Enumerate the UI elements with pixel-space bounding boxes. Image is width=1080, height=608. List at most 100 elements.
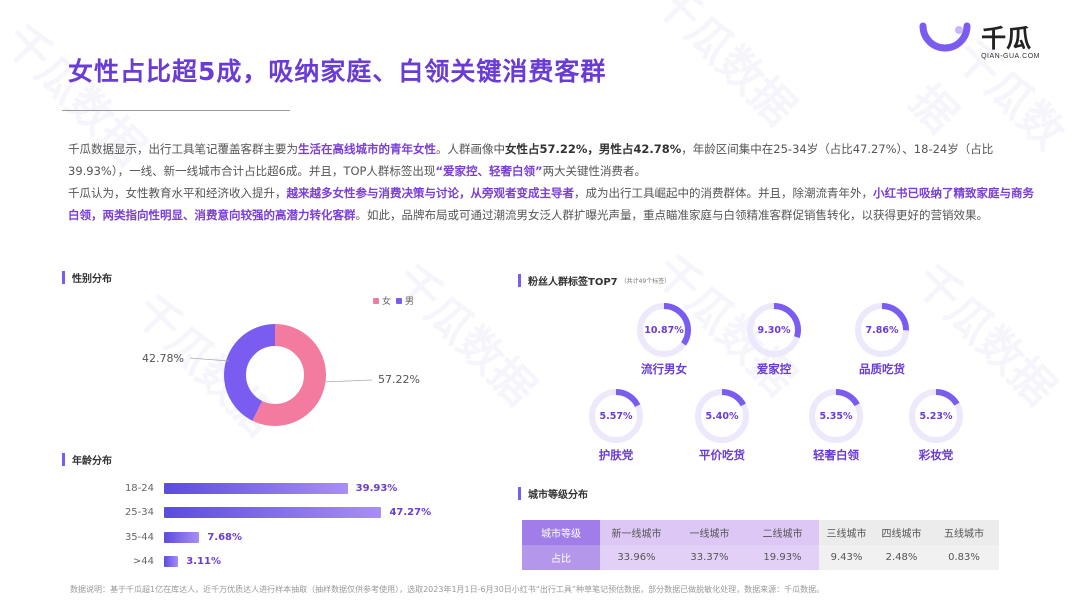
tag-name-label: 平价吃货	[699, 448, 745, 462]
table-header-cell: 新一线城市	[600, 520, 673, 545]
age-bar-row: >44 3.11%	[90, 552, 221, 570]
tags-section-note: （共计49个标签）	[620, 278, 671, 285]
intro-highlight: 小红书已吸纳了精致家庭与商务白领，两类指向性明显、消费意向较强的高潜力转化客群	[68, 186, 1034, 222]
age-bar-row: 18-24 39.93%	[90, 479, 397, 497]
gender-section-header: 性别分布	[62, 270, 112, 285]
tag-ring	[695, 389, 749, 443]
legend-label-male: 男	[405, 297, 415, 307]
gender-section-title: 性别分布	[72, 274, 112, 285]
footer-note: 数据说明：基于千瓜超1亿在库达人，近千万优质达人进行样本抽取（抽样数据仅供参考使…	[70, 585, 825, 594]
table-cell: 2.48%	[874, 545, 929, 570]
logo-domain: QIAN-GUA.COM	[981, 52, 1040, 60]
table-header-cell: 二线城市	[746, 520, 819, 545]
intro-text-run: 千瓜认为，女性教育水平和经济收入提升，	[68, 186, 287, 200]
intro-text-run: 。人群画像中	[436, 142, 505, 156]
logo-mark-icon	[919, 22, 971, 52]
logo-name: 千瓜	[981, 23, 1032, 53]
age-bar	[164, 506, 382, 518]
intro-bold: 女性占57.22%，男性占42.78%	[505, 142, 682, 156]
table-cell: 33.96%	[600, 545, 673, 570]
table-cell: 9.43%	[819, 545, 874, 570]
legend-swatch-female	[373, 297, 379, 304]
intro-paragraph-2: 千瓜认为，女性教育水平和经济收入提升，越来越多女性参与消费决策与讨论，从旁观者变…	[68, 182, 1034, 226]
tag-ring-arc	[747, 303, 801, 357]
age-bar-value-label: 7.68%	[207, 531, 243, 543]
table-header-cell: 一线城市	[673, 520, 746, 545]
legend-item-female: 女	[373, 294, 391, 307]
city-level-table: 城市等级 新一线城市 一线城市 二线城市 三线城市 四线城市 五线城市 占比 3…	[522, 520, 999, 570]
tag-ring	[855, 303, 909, 357]
tags-section-title: 粉丝人群标签TOP7	[528, 277, 618, 288]
intro-text-run: ，成为出行工具崛起中的消费群体。并且，除潮流青年外，	[574, 186, 873, 200]
tags-section-header: 粉丝人群标签TOP7 （共计49个标签）	[518, 273, 670, 288]
city-section-header: 城市等级分布	[518, 486, 588, 501]
tag-ring	[589, 389, 643, 443]
intro-text: 千瓜数据显示，出行工具笔记覆盖客群主要为生活在高线城市的青年女性。人群画像中女性…	[68, 138, 1034, 226]
title-divider	[62, 110, 290, 111]
tag-value-label: 7.86%	[865, 324, 899, 336]
donut-label-female: 57.22%	[378, 373, 420, 386]
donut-slice-male	[224, 324, 326, 426]
intro-text-run: ，年龄区间集中在25-34岁（占比47.27%）、18-24岁（占比39.93%…	[68, 142, 994, 178]
tag-ring	[747, 303, 801, 357]
tag-name-label: 彩妆党	[918, 448, 954, 462]
brand-logo: 千瓜 QIAN-GUA.COM	[917, 22, 1040, 62]
intro-highlight: “爱家控、轻奢白领”	[435, 164, 543, 178]
age-bar	[164, 555, 179, 567]
age-bar-value-label: 47.27%	[389, 506, 432, 518]
tag-value-label: 5.57%	[599, 410, 633, 422]
table-header-row: 城市等级 新一线城市 一线城市 二线城市 三线城市 四线城市 五线城市	[522, 520, 999, 545]
age-tick-label: 35-44	[124, 531, 154, 543]
tag-ring-arc	[809, 389, 863, 443]
tag-ring	[637, 303, 691, 357]
age-bar-row: 35-44 7.68%	[90, 528, 242, 546]
tag-value-label: 10.87%	[644, 324, 684, 336]
age-section-title: 年龄分布	[72, 456, 112, 467]
intro-text-run: 。如此，品牌布局或可通过潮流男女泛人群扩曝光声量，重点瞄准家庭与白领精准客群促销…	[355, 208, 989, 222]
tag-ring-arc	[637, 303, 691, 357]
age-bar-value-label: 39.93%	[355, 482, 398, 494]
age-tick-label: 18-24	[124, 482, 154, 494]
age-bar-value-label: 3.11%	[186, 555, 221, 567]
tag-name-label: 护肤党	[598, 448, 634, 462]
page-title: 女性占比超5成，吸纳家庭、白领关键消费客群	[68, 57, 607, 86]
section-accent-bar	[62, 271, 65, 284]
gender-donut-chart	[224, 324, 326, 426]
legend-item-male: 男	[396, 294, 414, 307]
tag-ring	[909, 389, 963, 443]
city-section-title: 城市等级分布	[528, 490, 588, 501]
tag-name-label: 爱家控	[756, 362, 792, 376]
intro-highlight: 生活在高线城市的青年女性	[298, 142, 436, 156]
tag-value-label: 5.40%	[705, 410, 739, 422]
tag-ring-arc	[855, 303, 909, 357]
table-cell: 19.93%	[746, 545, 819, 570]
donut-label-male: 42.78%	[142, 352, 184, 365]
tag-value-label: 5.23%	[919, 410, 953, 422]
age-tick-label: >44	[132, 555, 154, 567]
tag-name-label: 品质吃货	[859, 362, 905, 376]
tag-name-label: 轻奢白领	[813, 448, 859, 462]
table-header-cell: 城市等级	[522, 520, 600, 545]
intro-highlight: 越来越多女性参与消费决策与讨论，从旁观者变成主导者	[286, 186, 575, 200]
tag-ring-arc	[695, 389, 749, 443]
tag-ring-arc	[589, 389, 643, 443]
age-bar	[164, 482, 348, 494]
age-section-header: 年龄分布	[62, 452, 112, 467]
table-row-label: 占比	[522, 545, 600, 570]
tag-value-label: 9.30%	[757, 324, 791, 336]
legend-label-female: 女	[382, 297, 392, 307]
intro-paragraph-1: 千瓜数据显示，出行工具笔记覆盖客群主要为生活在高线城市的青年女性。人群画像中女性…	[68, 138, 1034, 182]
section-accent-bar	[62, 453, 65, 466]
table-header-cell: 五线城市	[929, 520, 999, 545]
tag-ring-arc	[909, 389, 963, 443]
age-bar	[164, 531, 200, 543]
age-tick-label: 25-34	[124, 506, 154, 518]
tag-value-label: 5.35%	[819, 410, 853, 422]
legend-swatch-male	[396, 297, 403, 304]
tag-name-label: 流行男女	[641, 362, 687, 376]
gender-legend: 女 男	[373, 294, 419, 307]
watermark: 千瓜数据	[644, 0, 806, 136]
table-row: 占比 33.96% 33.37% 19.93% 9.43% 2.48% 0.83…	[522, 545, 999, 570]
age-bar-row: 25-34 47.27%	[90, 503, 431, 521]
table-header-cell: 三线城市	[819, 520, 874, 545]
